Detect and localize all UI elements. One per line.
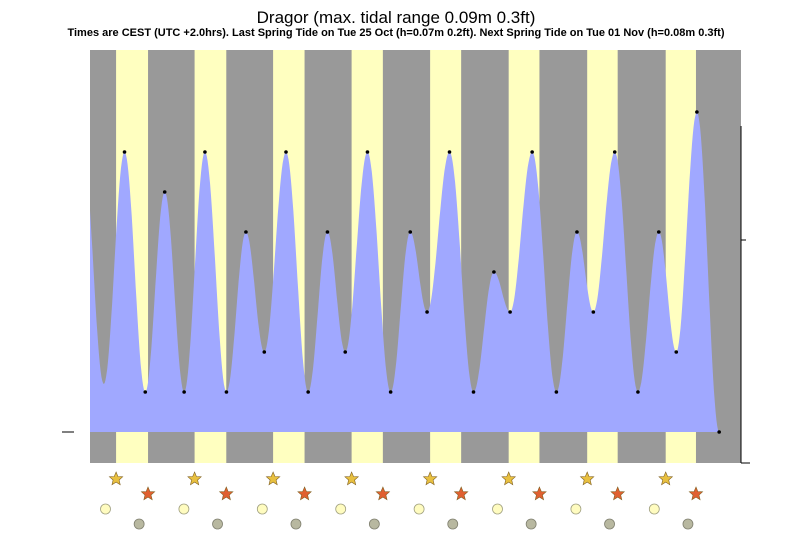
- sunrise-icon: [187, 471, 202, 486]
- moonset-icon: [604, 518, 615, 530]
- sunrise-icon: [265, 471, 281, 486]
- chart-title: Dragor (max. tidal range 0.09m 0.3ft): [257, 8, 536, 27]
- moonset-icon: [212, 518, 223, 530]
- tide-point: [162, 190, 167, 194]
- moonset-icon: [447, 518, 459, 530]
- tide-point: [508, 310, 512, 314]
- moonrise-icon: [256, 503, 268, 515]
- tide-point: [262, 350, 267, 354]
- moonrise-icon: [413, 503, 425, 515]
- tide-area: [90, 112, 723, 432]
- moonset-icon: [682, 518, 694, 530]
- moonrise-icon: [335, 503, 347, 515]
- chart-subtitle: Times are CEST (UTC +2.0hrs). Last Sprin…: [67, 27, 724, 39]
- tide-point: [717, 430, 721, 434]
- tide-point: [447, 150, 452, 154]
- astro-rows: [100, 471, 704, 530]
- tide-point: [122, 150, 127, 154]
- tide-labels: [122, 110, 721, 434]
- tide-point: [612, 150, 617, 154]
- axes: [62, 126, 750, 464]
- tide-point: [325, 230, 330, 234]
- tide-point: [343, 350, 348, 354]
- tide-point: [471, 390, 476, 394]
- moonset-icon: [133, 518, 145, 530]
- tide-point: [695, 110, 699, 114]
- sunrise-icon: [501, 471, 517, 486]
- sunrise-icon: [579, 471, 595, 486]
- moonset-icon: [525, 518, 537, 530]
- sunset-icon: [610, 486, 626, 501]
- sunset-icon: [297, 486, 312, 501]
- moonrise-icon: [492, 503, 503, 515]
- tide-point: [408, 230, 413, 234]
- tide-point: [530, 150, 534, 154]
- sunrise-icon: [344, 471, 360, 486]
- tide-point: [182, 390, 186, 394]
- moonrise-icon: [100, 503, 111, 515]
- tide-point: [674, 350, 679, 354]
- sunrise-icon: [108, 471, 124, 486]
- moonset-icon: [368, 518, 380, 530]
- moonrise-icon: [178, 503, 190, 515]
- tide-point: [636, 390, 640, 394]
- sunset-icon: [532, 486, 547, 501]
- tide-point: [554, 390, 559, 394]
- tide-point: [575, 230, 579, 234]
- tide-point: [203, 150, 207, 154]
- sunset-icon: [688, 486, 704, 501]
- sunset-icon: [453, 486, 469, 501]
- tide-point: [425, 310, 429, 314]
- moonrise-icon: [570, 503, 582, 515]
- moonset-icon: [290, 518, 302, 530]
- tide-point: [656, 230, 661, 234]
- tide-point: [365, 150, 370, 154]
- tide-point: [244, 230, 248, 234]
- sunrise-icon: [422, 471, 438, 486]
- moonrise-icon: [648, 503, 660, 515]
- sunrise-icon: [658, 471, 674, 486]
- tide-wave: [90, 112, 723, 432]
- tide-point: [143, 390, 148, 394]
- sunset-icon: [375, 486, 391, 501]
- tide-point: [224, 390, 229, 394]
- tide-point: [388, 390, 393, 394]
- tide-point: [306, 390, 310, 394]
- tide-point: [492, 270, 496, 274]
- tide-point: [591, 310, 596, 314]
- sunset-icon: [140, 486, 156, 501]
- sunset-icon: [218, 486, 234, 501]
- tide-point: [284, 150, 288, 154]
